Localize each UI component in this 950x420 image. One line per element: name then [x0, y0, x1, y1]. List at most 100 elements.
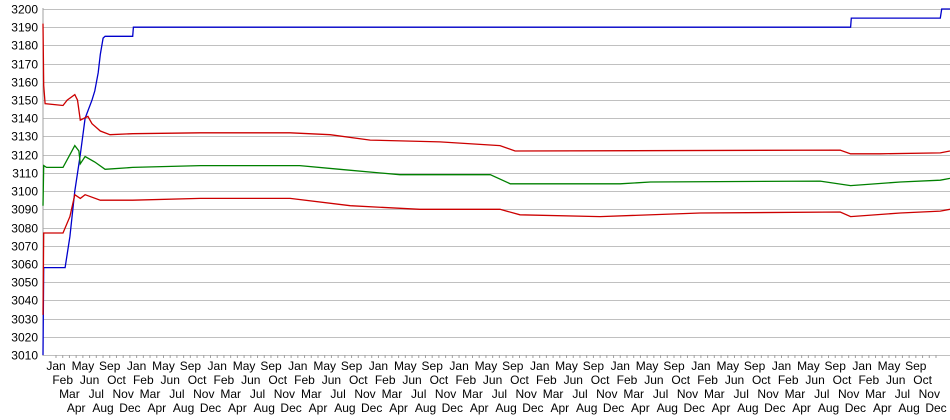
x-tick-label: Jan	[127, 359, 146, 373]
y-tick-label: 3030	[11, 313, 38, 327]
x-tick-label: Sep	[583, 359, 605, 373]
x-tick-label: Aug	[898, 401, 919, 415]
x-tick-label: Mar	[865, 387, 886, 401]
x-tick-label: Jan	[449, 359, 468, 373]
x-tick-label: Jul	[492, 387, 507, 401]
x-tick-label: May	[797, 359, 820, 373]
x-tick-label: Nov	[677, 387, 698, 401]
x-tick-label: Jun	[644, 373, 663, 387]
x-tick-label: May	[152, 359, 175, 373]
x-axis-tick-labels: JanFebMarAprMayJunJulAugSepOctNovDecJanF…	[46, 355, 947, 415]
x-tick-label: Jun	[80, 373, 99, 387]
x-tick-label: Nov	[274, 387, 295, 401]
x-tick-label: Dec	[925, 401, 946, 415]
x-tick-label: Aug	[657, 401, 678, 415]
x-tick-label: Mar	[785, 387, 806, 401]
x-tick-label: Sep	[341, 359, 363, 373]
x-tick-label: Jan	[46, 359, 65, 373]
series-line-2	[42, 23, 950, 155]
x-tick-label: Jan	[288, 359, 307, 373]
x-tick-label: Apr	[228, 401, 247, 415]
y-tick-label: 3190	[11, 21, 38, 35]
x-tick-label: Oct	[430, 373, 449, 387]
x-tick-label: May	[878, 359, 901, 373]
x-tick-label: Oct	[913, 373, 932, 387]
x-tick-label: Jun	[241, 373, 260, 387]
x-tick-label: Sep	[825, 359, 847, 373]
y-tick-label: 3140	[11, 112, 38, 126]
x-tick-label: Jun	[564, 373, 583, 387]
y-tick-label: 3090	[11, 203, 38, 217]
x-tick-label: Mar	[704, 387, 725, 401]
y-tick-label: 3170	[11, 58, 38, 72]
y-tick-label: 3100	[11, 185, 38, 199]
x-tick-label: Aug	[92, 401, 113, 415]
x-tick-label: Mar	[623, 387, 644, 401]
y-tick-label: 3080	[11, 222, 38, 236]
x-tick-label: Apr	[309, 401, 328, 415]
x-tick-label: Mar	[220, 387, 241, 401]
x-tick-label: Feb	[214, 373, 235, 387]
x-tick-label: May	[555, 359, 578, 373]
x-tick-label: Sep	[744, 359, 766, 373]
x-tick-label: Apr	[873, 401, 892, 415]
x-tick-label: Sep	[180, 359, 202, 373]
x-tick-label: Nov	[435, 387, 456, 401]
x-tick-label: Feb	[617, 373, 638, 387]
x-tick-label: Jan	[772, 359, 791, 373]
x-tick-label: May	[394, 359, 417, 373]
x-tick-label: Feb	[778, 373, 799, 387]
x-tick-label: Oct	[591, 373, 610, 387]
y-tick-label: 3110	[12, 167, 38, 181]
x-tick-label: Dec	[361, 401, 382, 415]
x-tick-label: Jul	[250, 387, 265, 401]
y-tick-label: 3120	[11, 149, 38, 163]
x-tick-label: Aug	[173, 401, 194, 415]
x-tick-label: May	[72, 359, 95, 373]
x-tick-label: Jul	[89, 387, 104, 401]
x-tick-label: Oct	[510, 373, 529, 387]
x-tick-label: Apr	[712, 401, 731, 415]
x-tick-label: Jul	[411, 387, 426, 401]
x-tick-label: Mar	[462, 387, 483, 401]
x-tick-label: Mar	[59, 387, 80, 401]
x-tick-label: Feb	[697, 373, 718, 387]
x-tick-label: Nov	[757, 387, 778, 401]
x-tick-label: Jun	[402, 373, 421, 387]
x-tick-label: Dec	[280, 401, 301, 415]
x-tick-label: Jan	[691, 359, 710, 373]
x-tick-label: Dec	[603, 401, 624, 415]
x-tick-label: Jul	[330, 387, 345, 401]
x-tick-label: Jan	[208, 359, 227, 373]
y-tick-label: 3160	[11, 76, 38, 90]
x-tick-label: Nov	[838, 387, 859, 401]
x-tick-label: Mar	[382, 387, 403, 401]
x-tick-label: Jan	[852, 359, 871, 373]
x-tick-label: Feb	[858, 373, 879, 387]
x-tick-label: Apr	[389, 401, 408, 415]
x-tick-label: Apr	[67, 401, 86, 415]
x-tick-label: Jul	[169, 387, 184, 401]
x-tick-label: Dec	[442, 401, 463, 415]
x-tick-label: Feb	[455, 373, 476, 387]
x-tick-label: May	[636, 359, 659, 373]
y-tick-label: 3150	[11, 94, 38, 108]
x-tick-label: Sep	[422, 359, 444, 373]
x-tick-label: May	[475, 359, 498, 373]
x-tick-label: Oct	[268, 373, 287, 387]
y-tick-label: 3180	[11, 39, 38, 53]
x-tick-label: Oct	[107, 373, 126, 387]
x-tick-label: Apr	[631, 401, 650, 415]
x-tick-label: Aug	[495, 401, 516, 415]
y-tick-label: 3130	[11, 130, 38, 144]
x-tick-label: Dec	[764, 401, 785, 415]
x-tick-label: Nov	[354, 387, 375, 401]
x-tick-label: Oct	[188, 373, 207, 387]
x-tick-label: Jan	[369, 359, 388, 373]
x-tick-label: Oct	[349, 373, 368, 387]
x-tick-label: May	[716, 359, 739, 373]
x-tick-label: Dec	[845, 401, 866, 415]
x-tick-label: Mar	[140, 387, 161, 401]
x-tick-label: Apr	[470, 401, 489, 415]
